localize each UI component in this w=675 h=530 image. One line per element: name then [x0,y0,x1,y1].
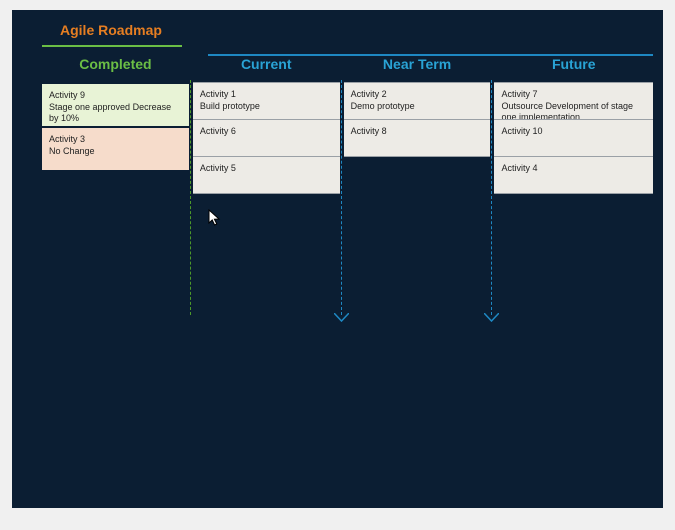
card-description: Demo prototype [351,101,484,113]
card[interactable]: Activity 2Demo prototype [344,82,491,120]
columns: CompletedActivity 9Stage one approved De… [42,50,653,193]
card-description: Stage one approved Decrease by 10% [49,102,182,125]
card[interactable]: Activity 4 [494,156,653,194]
card-title: Activity 9 [49,90,182,102]
card-title: Activity 3 [49,134,182,146]
chevron-down-icon [334,310,349,328]
column-header: Completed [42,50,189,84]
card-title: Activity 5 [200,163,333,175]
column-current: CurrentActivity 1Build prototypeActivity… [193,50,340,193]
card-title: Activity 10 [501,126,646,138]
card[interactable]: Activity 8 [344,119,491,157]
card[interactable]: Activity 1Build prototype [193,82,340,120]
mouse-cursor-icon [208,209,222,227]
cards: Activity 2Demo prototype Activity 8 [344,82,491,157]
card[interactable]: Activity 5 [193,156,340,194]
card-description: No Change [49,146,182,158]
card[interactable]: Activity 10 [494,119,653,157]
card-title: Activity 6 [200,126,333,138]
chevron-down-icon [484,310,499,328]
roadmap-canvas: Agile Roadmap CompletedActivity 9Stage o… [12,10,663,508]
card-title: Activity 8 [351,126,484,138]
card-title: Activity 7 [501,89,646,101]
card[interactable]: Activity 7Outsource Development of stage… [494,82,653,120]
column-near_term: Near TermActivity 2Demo prototypeActivit… [344,50,491,193]
column-header: Future [494,50,653,82]
lane-divider [491,80,492,315]
page-title: Agile Roadmap [12,10,663,44]
column-future: FutureActivity 7Outsource Development of… [494,50,653,193]
lane-divider [190,80,191,315]
card-title: Activity 1 [200,89,333,101]
title-underline [42,45,182,47]
column-header: Near Term [344,50,491,82]
card[interactable]: Activity 6 [193,119,340,157]
column-header: Current [193,50,340,82]
card[interactable]: Activity 9Stage one approved Decrease by… [42,84,189,126]
lane-divider [341,80,342,315]
cards: Activity 9Stage one approved Decrease by… [42,84,189,170]
column-completed: CompletedActivity 9Stage one approved De… [42,50,189,193]
card-description: Build prototype [200,101,333,113]
card-title: Activity 2 [351,89,484,101]
card[interactable]: Activity 3No Change [42,128,189,170]
cards: Activity 7Outsource Development of stage… [494,82,653,194]
card-title: Activity 4 [501,163,646,175]
card-description: Outsource Development of stage one imple… [501,101,646,120]
cards: Activity 1Build prototype Activity 6 Activ… [193,82,340,194]
